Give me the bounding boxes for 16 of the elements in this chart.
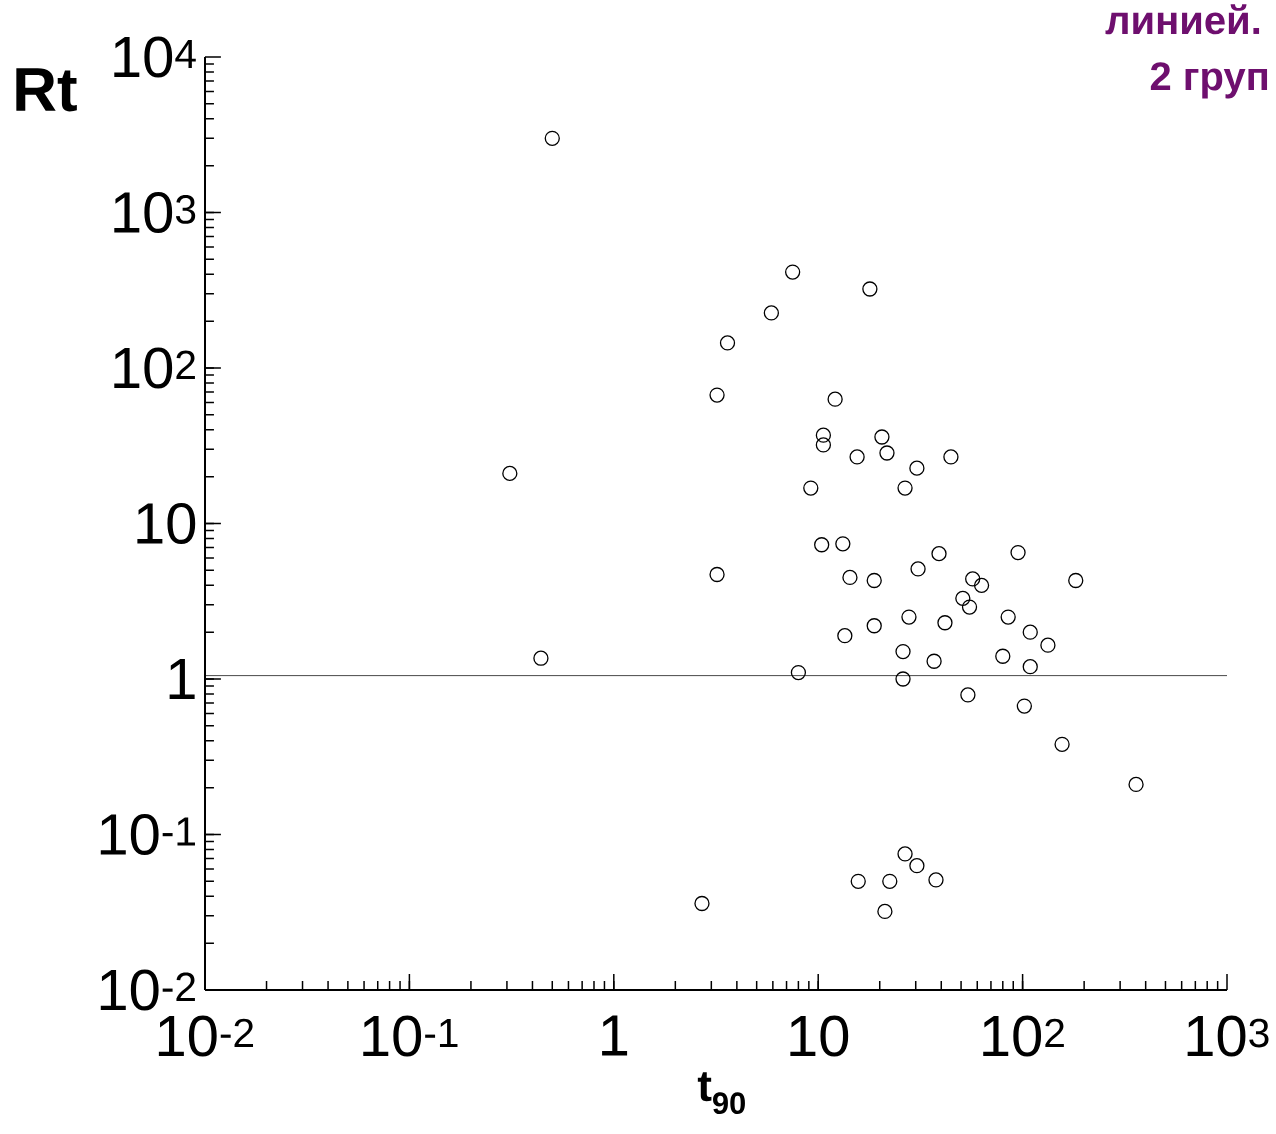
text: линией. — [1105, 4, 1260, 35]
y-axis-title: Rt — [16, 68, 77, 112]
annotation: 2 груп — [1150, 62, 1268, 99]
y-tick-label: 10$^{-2}$ — [100, 969, 195, 1011]
y-tick-label: 10$^{3}$ — [114, 191, 196, 234]
x-tick-label: 10$^{2}$ — [983, 1015, 1064, 1057]
x-tick-label: 10 — [790, 1015, 849, 1057]
y-tick-label: 10 — [137, 502, 196, 545]
x-tick-label: 10$^{3}$ — [1187, 1015, 1269, 1057]
text: t$_{90}$ — [697, 1072, 745, 1115]
y-tick-label: 10$^{2}$ — [114, 347, 195, 389]
y-tick-label: 1 — [169, 659, 195, 699]
x-tick-label: 10$^{-1}$ — [363, 1015, 458, 1057]
y-tick-label: 10$^{-1}$ — [100, 813, 195, 856]
y-tick-label: 10$^{4}$ — [114, 36, 196, 78]
x-tick-label: 1 — [602, 1015, 628, 1056]
